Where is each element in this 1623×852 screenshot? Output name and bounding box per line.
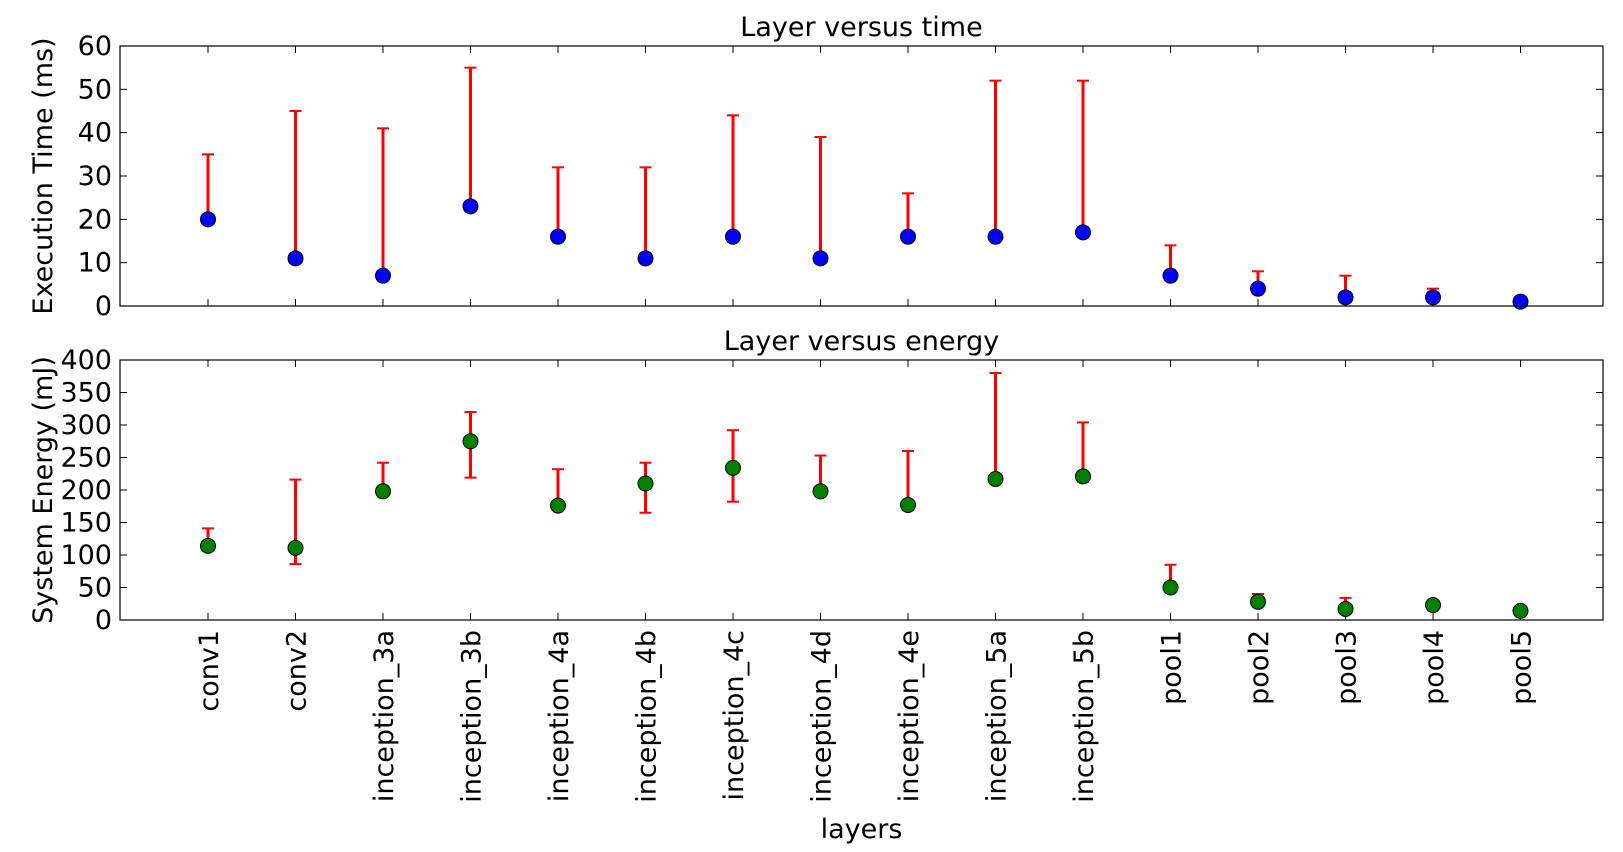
time-chart-title: Layer versus time (740, 12, 982, 43)
x-tick-label: pool4 (1419, 630, 1450, 705)
y-tick-label: 50 (78, 74, 112, 105)
y-tick-label: 20 (78, 204, 112, 235)
plot-frame (119, 359, 1604, 621)
data-point (1162, 267, 1179, 284)
data-point (1425, 289, 1441, 306)
energy-chart-ylabel: System Energy (mJ) (28, 356, 59, 624)
data-point (725, 228, 741, 245)
x-tick-label: inception_5a (982, 630, 1013, 802)
data-point (900, 496, 916, 513)
y-tick-label: 350 (60, 378, 112, 409)
data-point (637, 475, 654, 492)
data-point (1162, 579, 1179, 596)
x-tick-label: inception_3b (457, 630, 488, 803)
x-tick-label: inception_4a (544, 630, 575, 802)
x-tick-label: inception_4b (632, 630, 663, 803)
y-tick-label: 50 (78, 573, 112, 604)
energy-chart-title: Layer versus energy (724, 326, 999, 357)
x-tick-label: inception_3a (369, 630, 400, 802)
x-tick-label: inception_4e (894, 630, 925, 802)
x-tick-label: conv2 (282, 630, 313, 712)
data-point (375, 483, 391, 500)
data-point (1512, 602, 1529, 619)
x-tick-label: pool3 (1332, 630, 1363, 705)
data-point (462, 433, 479, 450)
data-point (462, 198, 479, 215)
data-point (1075, 468, 1091, 485)
y-tick-label: 60 (78, 31, 112, 62)
data-point (550, 497, 566, 514)
data-point (987, 470, 1004, 487)
energy-chart-panel: Layer versus energy System Energy (mJ) l… (28, 326, 1604, 845)
x-tick-label: pool2 (1244, 630, 1275, 705)
data-point (287, 539, 304, 556)
y-tick-label: 10 (78, 248, 112, 279)
data-point (200, 537, 216, 554)
x-tick-label: pool1 (1157, 630, 1188, 705)
time-chart-panel: Layer versus time Execution Time (ms) 0 1… (28, 12, 1604, 322)
y-tick-label: 250 (60, 443, 112, 474)
x-tick-label: conv1 (194, 630, 225, 712)
data-point (287, 250, 304, 267)
y-tick-label: 200 (60, 475, 112, 506)
data-point (1250, 280, 1266, 297)
energy-chart-xlabel: layers (821, 814, 903, 845)
data-point (637, 250, 654, 267)
data-point (200, 211, 216, 228)
data-point (812, 483, 829, 500)
x-tick-label: inception_5b (1069, 630, 1100, 803)
data-point (1075, 224, 1091, 241)
data-point (900, 228, 916, 245)
data-point (1337, 600, 1354, 617)
y-tick-label: 0 (95, 291, 112, 322)
data-point (725, 459, 741, 476)
data-point (1512, 293, 1529, 310)
data-point (1250, 593, 1266, 610)
data-point (550, 228, 566, 245)
plot-frame (119, 45, 1604, 307)
x-tick-label: inception_4c (719, 630, 750, 800)
data-point (812, 250, 829, 267)
y-tick-label: 40 (78, 118, 112, 149)
y-tick-label: 0 (95, 605, 112, 636)
data-point (375, 267, 391, 284)
data-point (987, 228, 1004, 245)
x-tick-label: pool5 (1507, 630, 1538, 705)
y-tick-label: 30 (78, 161, 112, 192)
y-tick-label: 100 (60, 540, 112, 571)
data-point (1425, 597, 1441, 614)
data-point (1337, 289, 1354, 306)
x-tick-label: inception_4d (807, 630, 838, 803)
y-tick-label: 150 (60, 508, 112, 539)
y-tick-label: 400 (60, 345, 112, 376)
time-chart-ylabel: Execution Time (ms) (28, 37, 59, 314)
y-tick-label: 300 (60, 410, 112, 441)
